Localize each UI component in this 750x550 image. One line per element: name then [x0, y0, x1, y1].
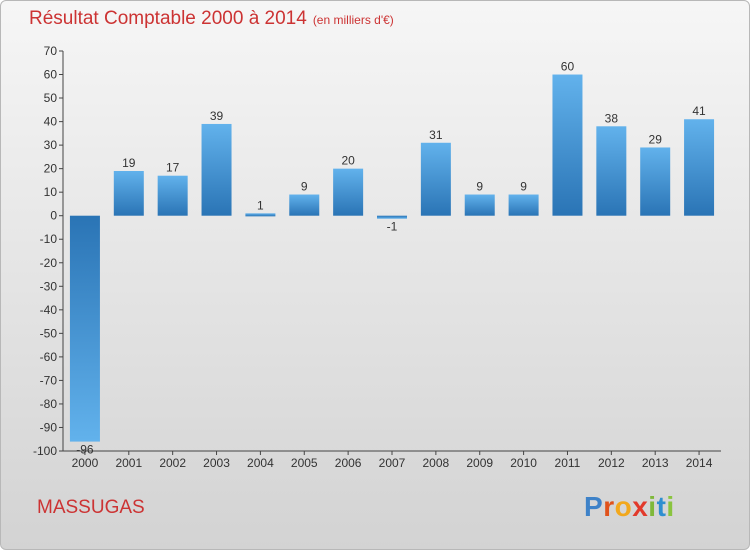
x-tick-label-2005: 2005: [291, 456, 318, 470]
data-label-2002: 17: [166, 161, 180, 175]
data-label-2001: 19: [122, 156, 136, 170]
bar-2007: [377, 215, 407, 219]
y-tick-label: -30: [40, 279, 58, 293]
x-tick-label-2010: 2010: [510, 456, 537, 470]
data-label-2003: 39: [210, 109, 224, 123]
place-name: MASSUGAS: [37, 497, 145, 518]
bar-2005: [289, 194, 320, 216]
y-tick-label: -90: [40, 420, 58, 434]
x-tick-label-2013: 2013: [642, 456, 669, 470]
chart-subtitle: (en milliers d'€): [312, 13, 394, 27]
x-tick-label-2004: 2004: [247, 456, 274, 470]
x-tick-label-2009: 2009: [466, 456, 493, 470]
bar-2004: [245, 213, 276, 217]
y-tick-label: -40: [40, 303, 58, 317]
x-tick-label-2012: 2012: [598, 456, 625, 470]
x-tick-label-2000: 2000: [72, 456, 99, 470]
y-tick-label: 10: [44, 185, 58, 199]
data-label-2010: 9: [520, 180, 527, 194]
bar-2011: [552, 74, 583, 216]
bar-2008: [420, 142, 451, 216]
chart-title: Résultat Comptable 2000 à 2014 (en millie…: [29, 8, 394, 30]
y-tick-label: 20: [44, 162, 58, 176]
x-tick-label-2007: 2007: [379, 456, 406, 470]
data-label-2011: 60: [561, 60, 575, 74]
chart-axes: 706050403020100-10-20-30-40-50-60-70-80-…: [33, 44, 721, 470]
y-tick-label: 60: [44, 68, 58, 82]
y-tick-label: -10: [40, 232, 58, 246]
y-tick-label: -50: [40, 326, 58, 340]
bar-2001: [113, 171, 144, 216]
data-label-2014: 41: [692, 104, 706, 118]
proxiti-logo: Proxiti: [584, 491, 675, 522]
data-label-2013: 29: [649, 132, 663, 146]
x-tick-label-2008: 2008: [423, 456, 450, 470]
x-tick-label-2014: 2014: [686, 456, 713, 470]
data-label-2004: 1: [257, 198, 264, 212]
data-label-2007: -1: [387, 220, 398, 234]
bar-2012: [596, 126, 627, 216]
x-tick-label-2001: 2001: [115, 456, 142, 470]
data-label-2009: 9: [476, 180, 483, 194]
data-label-2008: 31: [429, 128, 443, 142]
bar-2010: [508, 194, 539, 216]
y-tick-label: 50: [44, 91, 58, 105]
data-label-2012: 38: [605, 111, 619, 125]
x-tick-label-2006: 2006: [335, 456, 362, 470]
bar-2013: [640, 147, 671, 216]
y-tick-label: -20: [40, 256, 58, 270]
bar-2009: [464, 194, 495, 216]
x-tick-label-2003: 2003: [203, 456, 230, 470]
y-tick-label: 0: [50, 209, 57, 223]
y-tick-label: 70: [44, 44, 58, 58]
data-label-2005: 9: [301, 180, 308, 194]
bar-2000: [69, 215, 100, 442]
data-label-2000: -96: [76, 443, 94, 457]
bar-2014: [684, 119, 715, 216]
y-tick-label: -60: [40, 350, 58, 364]
y-tick-label: -80: [40, 397, 58, 411]
x-tick-label-2002: 2002: [159, 456, 186, 470]
y-tick-label: -70: [40, 373, 58, 387]
y-tick-label: -100: [33, 444, 57, 458]
y-tick-label: 40: [44, 115, 58, 129]
bar-2002: [157, 175, 188, 216]
data-label-2006: 20: [341, 154, 355, 168]
chart-title-text: Résultat Comptable 2000 à 2014: [29, 8, 307, 29]
bar-2003: [201, 123, 232, 216]
chart-bars: [69, 74, 715, 442]
y-tick-label: 30: [44, 138, 58, 152]
x-tick-label-2011: 2011: [555, 456, 581, 470]
bar-2006: [333, 168, 364, 216]
